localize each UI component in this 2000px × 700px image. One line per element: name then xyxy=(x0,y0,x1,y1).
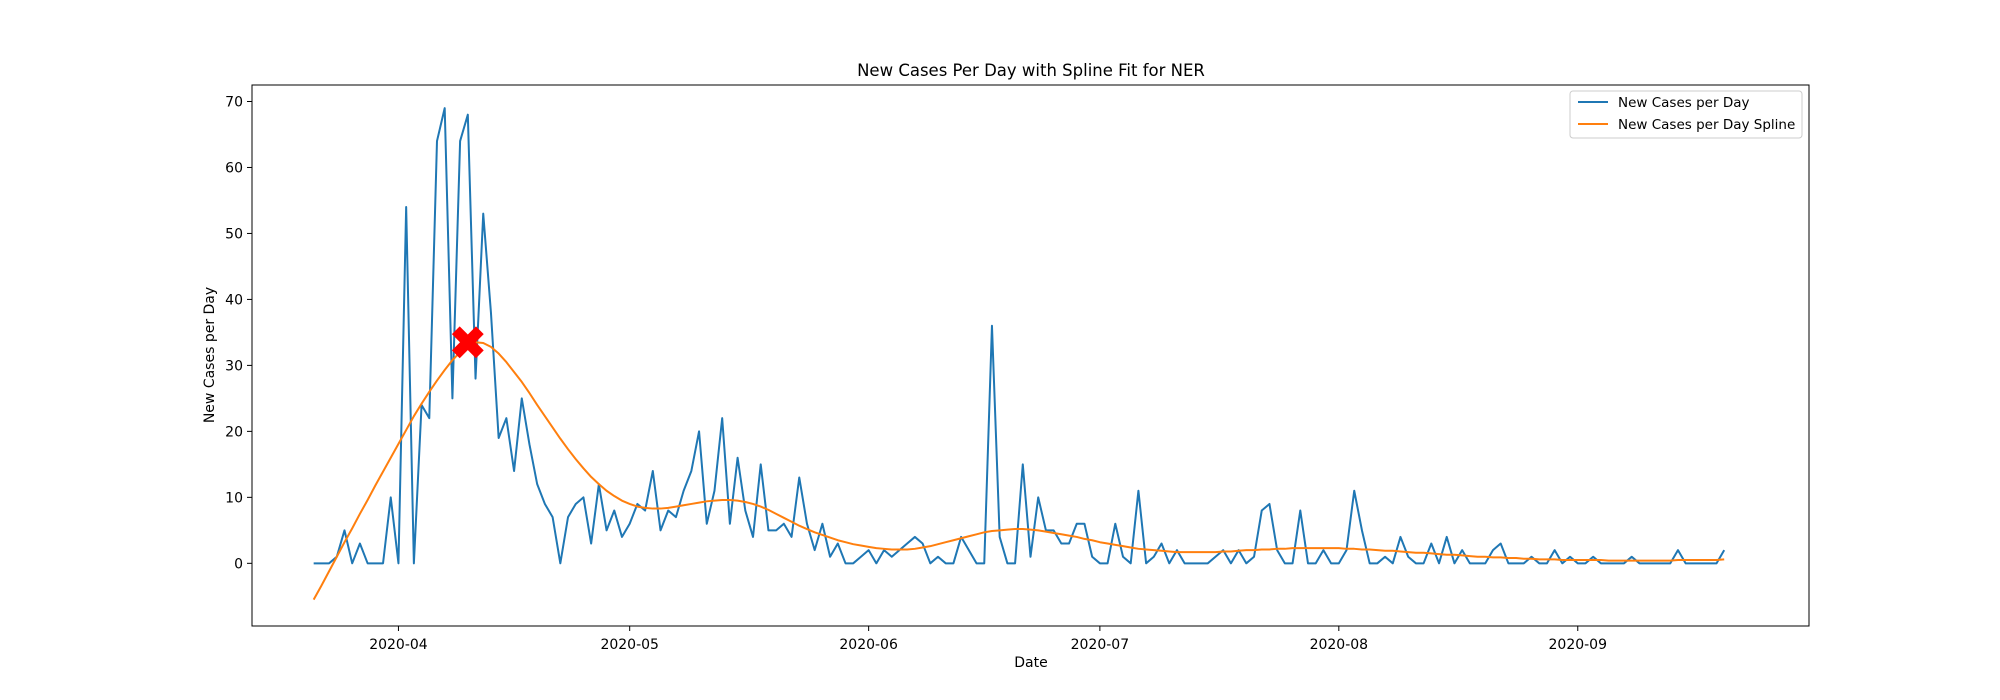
x-tick-label: 2020-04 xyxy=(369,637,428,653)
x-marker-icon xyxy=(451,326,484,359)
y-axis-label: New Cases per Day xyxy=(202,287,218,423)
legend: New Cases per Day New Cases per Day Spli… xyxy=(1569,90,1803,139)
axis-ticks: 0 10 20 30 40 50 60 70 2020-04 2020-05 2020-06 2020… xyxy=(225,94,1607,653)
series-line-spline xyxy=(312,341,1725,601)
x-axis-label: Date xyxy=(1014,655,1047,671)
x-tick-label: 2020-07 xyxy=(1071,637,1130,653)
plot-area xyxy=(312,107,1726,601)
axes-frame xyxy=(251,84,1810,627)
x-tick-label: 2020-09 xyxy=(1549,637,1608,653)
x-tick-label: 2020-05 xyxy=(600,637,659,653)
chart-title: New Cases Per Day with Spline Fit for NE… xyxy=(857,61,1205,80)
y-tick-label: 30 xyxy=(225,358,243,374)
y-tick-label: 0 xyxy=(234,556,243,572)
legend-label-spline: New Cases per Day Spline xyxy=(1618,117,1795,133)
x-tick-label: 2020-06 xyxy=(839,637,898,653)
y-tick-label: 60 xyxy=(225,160,243,176)
x-tick-label: 2020-08 xyxy=(1310,637,1369,653)
legend-label-new-cases: New Cases per Day xyxy=(1618,95,1749,111)
y-tick-label: 10 xyxy=(225,490,243,506)
y-tick-label: 50 xyxy=(225,226,243,242)
y-tick-label: 20 xyxy=(225,424,243,440)
legend-box xyxy=(1569,90,1803,139)
y-tick-label: 40 xyxy=(225,292,243,308)
y-tick-label: 70 xyxy=(225,94,243,110)
